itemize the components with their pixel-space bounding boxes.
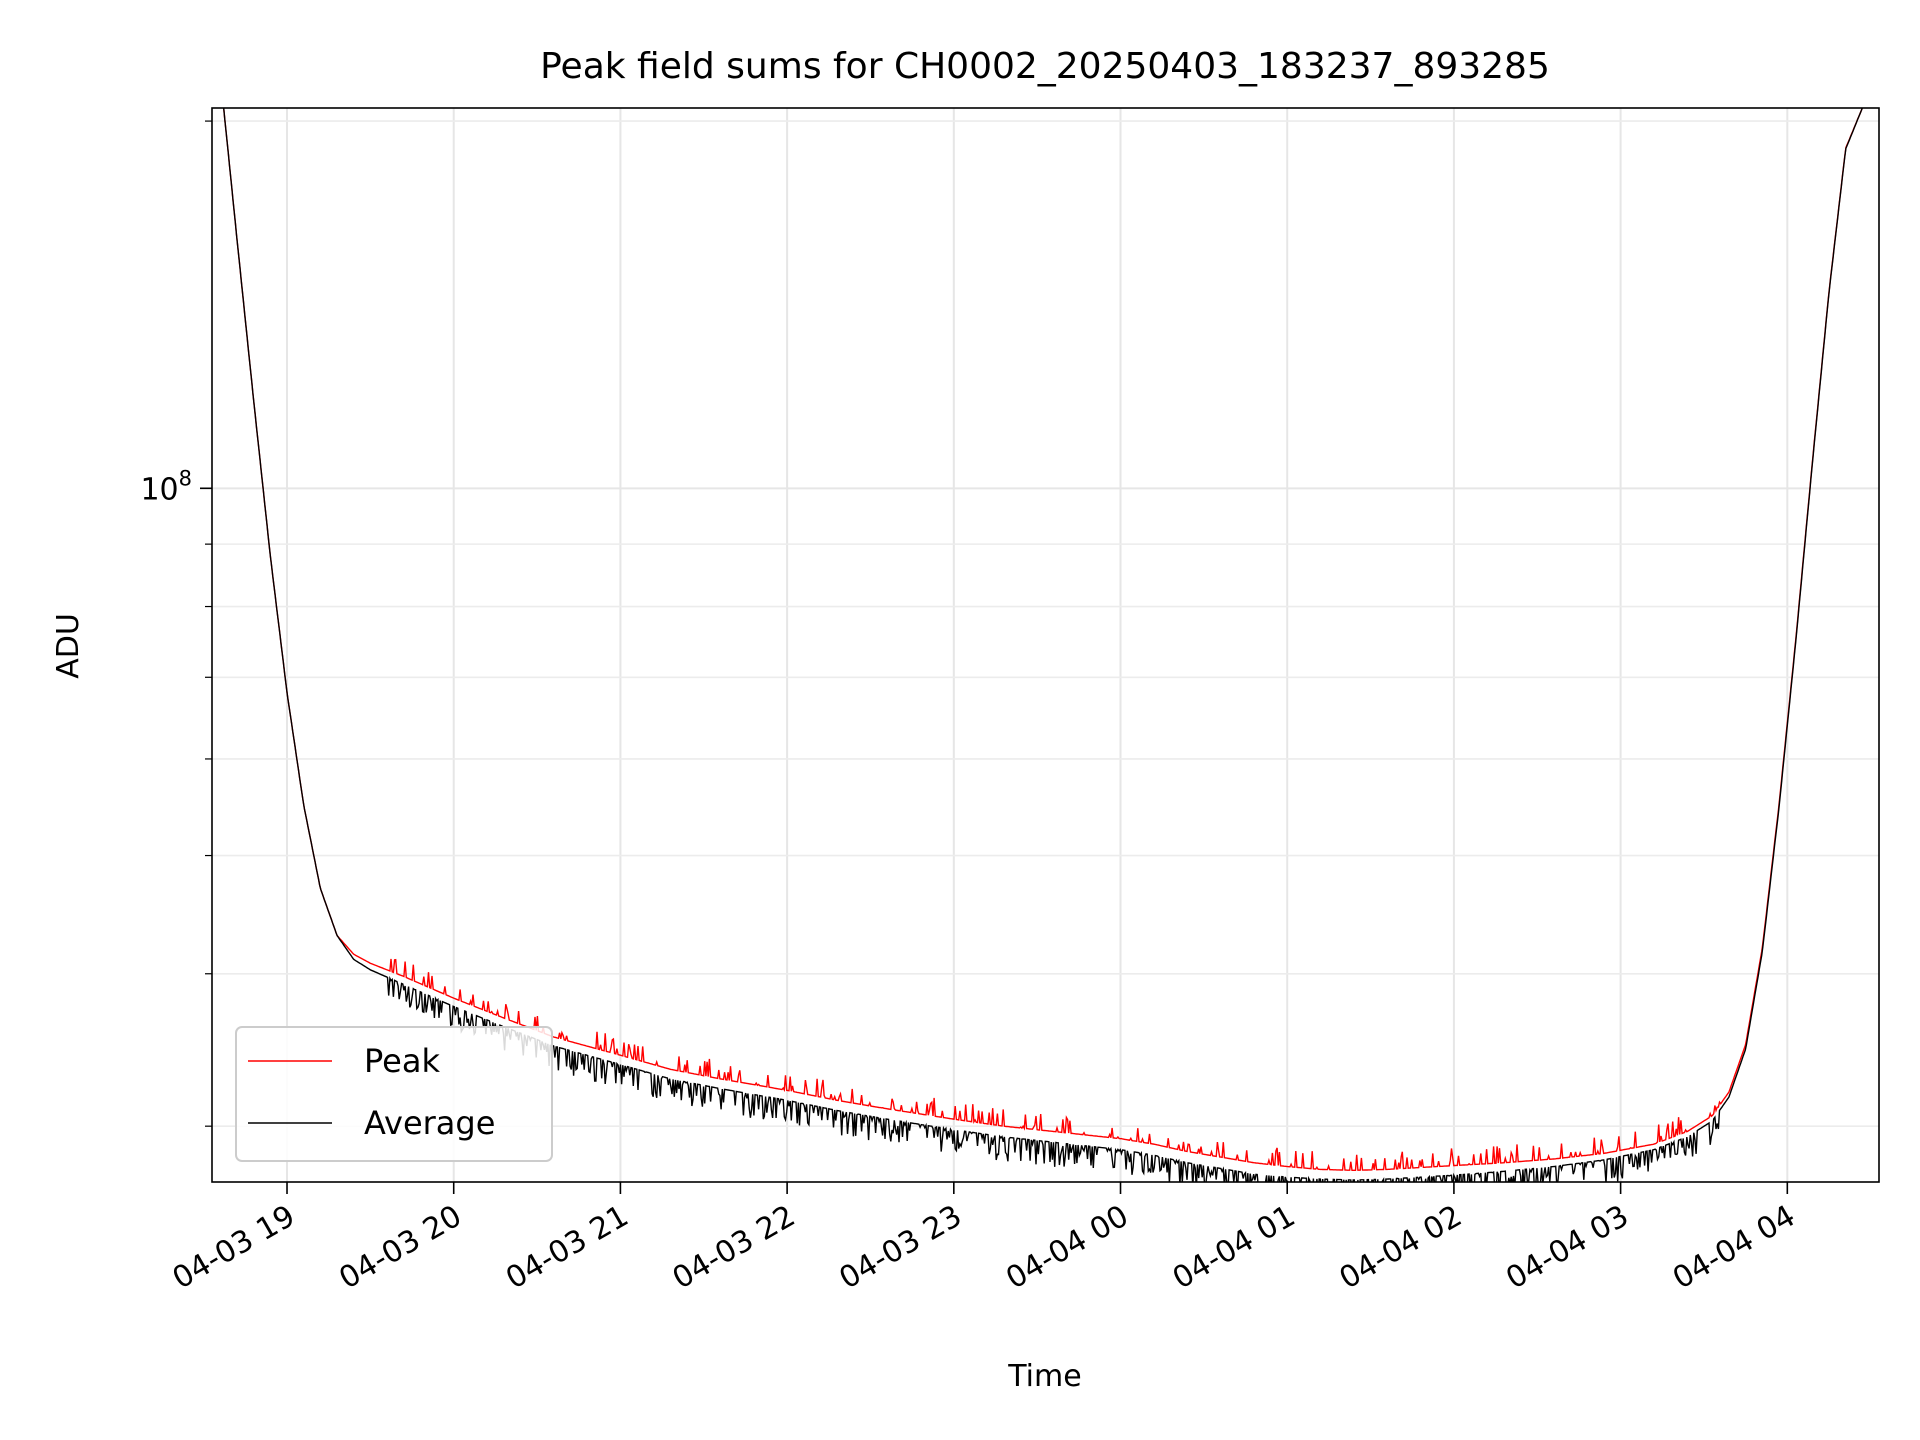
y-tick-label: 108 — [140, 466, 192, 507]
legend: Peak Average — [235, 1026, 553, 1162]
grid — [212, 108, 1879, 1182]
plot-frame — [211, 107, 1880, 1183]
y-axis-label: ADU — [51, 613, 86, 679]
chart-title: Peak field sums for CH0002_20250403_1832… — [540, 46, 1550, 87]
x-axis-label: Time — [1007, 1359, 1081, 1394]
y-axis: 108 — [140, 120, 212, 1127]
legend-label-peak: Peak — [364, 1042, 440, 1080]
series-line-peak — [223, 108, 1863, 1171]
legend-label-average: Average — [364, 1104, 495, 1142]
